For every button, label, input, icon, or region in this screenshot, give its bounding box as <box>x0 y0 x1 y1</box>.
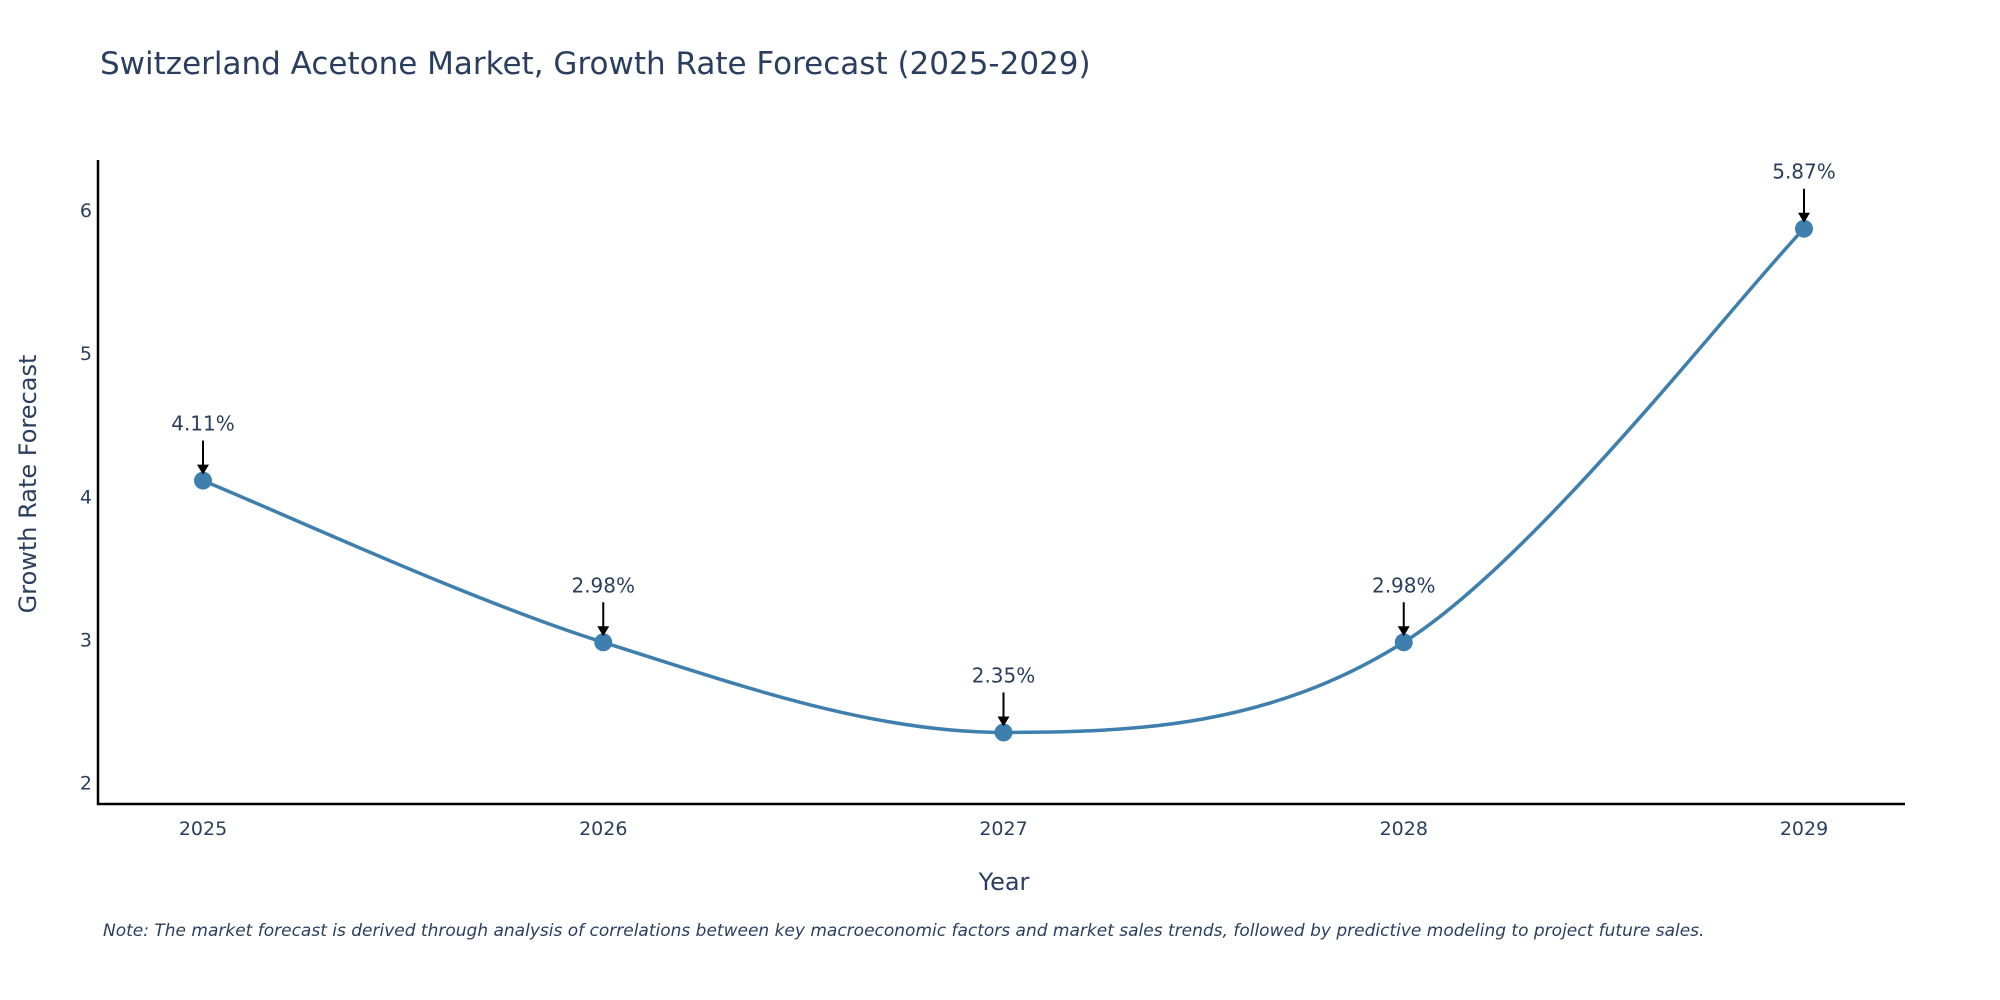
chart-title: Switzerland Acetone Market, Growth Rate … <box>100 46 1091 82</box>
data-label: 4.11% <box>171 412 235 436</box>
x-tick-label: 2027 <box>979 818 1027 840</box>
data-label: 2.35% <box>972 663 1036 687</box>
x-tick-label: 2029 <box>1780 818 1828 840</box>
data-point <box>1394 633 1413 652</box>
x-axis-title: Year <box>978 868 1030 896</box>
y-axis-ticks: 2 3 4 5 6 <box>80 200 92 794</box>
y-tick-label: 3 <box>80 629 92 651</box>
annotation-arrowhead <box>1798 212 1810 223</box>
data-point <box>594 633 613 652</box>
data-annotations: 4.11% 2.98% 2.35% 2.98% 5.87% <box>171 160 1836 727</box>
x-tick-label: 2028 <box>1380 818 1428 840</box>
data-label: 5.87% <box>1772 160 1836 184</box>
data-points <box>194 219 1813 742</box>
y-tick-label: 6 <box>80 200 92 222</box>
y-axis-title: Growth Rate Forecast <box>14 355 42 614</box>
x-tick-label: 2026 <box>579 818 627 840</box>
data-label: 2.98% <box>1372 573 1436 597</box>
x-tick-label: 2025 <box>179 818 227 840</box>
annotation-arrowhead <box>197 464 209 475</box>
data-point <box>194 471 212 490</box>
chart-note: Note: The market forecast is derived thr… <box>103 921 1705 941</box>
data-point <box>994 723 1013 742</box>
y-tick-label: 4 <box>80 486 92 508</box>
y-tick-label: 5 <box>80 343 92 365</box>
data-point <box>1795 219 1813 238</box>
data-label: 2.98% <box>571 573 635 597</box>
annotation-arrowhead <box>997 716 1010 727</box>
x-axis-ticks: 2025 2026 2027 2028 2029 <box>179 818 1828 840</box>
annotation-arrowhead <box>597 626 610 637</box>
y-tick-label: 2 <box>80 773 92 795</box>
annotation-arrowhead <box>1397 626 1410 637</box>
series-line <box>202 227 1806 735</box>
